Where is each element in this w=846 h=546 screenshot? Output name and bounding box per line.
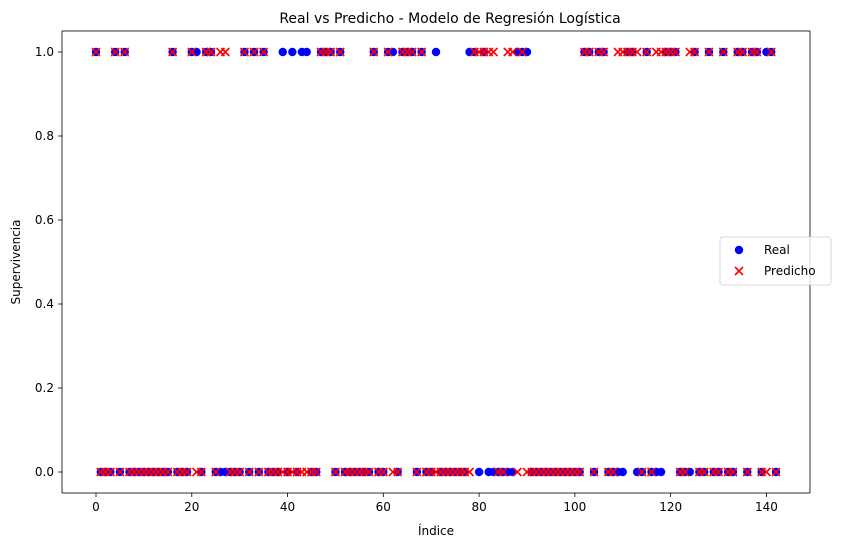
x-tick-label: 40 (280, 500, 295, 514)
point-predicho (254, 467, 264, 477)
point-predicho (259, 47, 269, 57)
point-predicho (680, 467, 690, 477)
point-predicho (690, 47, 700, 57)
x-tick-label: 100 (563, 500, 586, 514)
point-predicho (115, 467, 125, 477)
point-predicho (326, 47, 336, 57)
y-tick-label: 0.2 (35, 381, 54, 395)
point-predicho (512, 467, 522, 477)
point-predicho (235, 467, 245, 477)
point-predicho (771, 467, 781, 477)
point-real (288, 47, 297, 57)
point-real (278, 47, 287, 57)
point-predicho (211, 467, 221, 477)
x-tick-label: 0 (92, 500, 100, 514)
point-predicho (670, 47, 681, 57)
point-predicho (742, 467, 752, 477)
point-predicho (311, 467, 321, 477)
point-predicho (508, 47, 518, 57)
point-real (431, 47, 441, 57)
series-predicho (91, 47, 781, 477)
point-predicho (632, 47, 642, 57)
point-predicho (120, 47, 130, 57)
y-tick-label: 0.0 (35, 465, 54, 479)
point-predicho (608, 467, 618, 477)
x-tick-label: 20 (184, 500, 199, 514)
point-predicho (220, 47, 230, 57)
point-predicho (163, 467, 173, 477)
point-predicho (599, 47, 609, 57)
point-predicho (575, 467, 585, 477)
point-predicho (589, 467, 599, 477)
point-predicho (517, 47, 527, 57)
point-predicho (728, 467, 738, 477)
x-axis-label: Índice (418, 523, 454, 538)
point-predicho (378, 467, 388, 477)
point-predicho (417, 47, 427, 57)
point-predicho (488, 47, 499, 57)
y-tick-label: 1.0 (35, 45, 54, 59)
point-real (302, 47, 311, 57)
point-predicho (412, 467, 422, 477)
point-real (474, 467, 484, 477)
y-tick-label: 0.6 (35, 213, 54, 227)
point-predicho (110, 47, 120, 57)
x-tick-label: 140 (755, 500, 778, 514)
x-tick-label: 60 (376, 500, 391, 514)
point-predicho (637, 467, 647, 477)
point-predicho (335, 47, 345, 57)
x-tick-label: 120 (659, 500, 682, 514)
point-predicho (766, 47, 776, 57)
point-predicho (249, 47, 259, 57)
x-tick-label: 80 (471, 500, 486, 514)
legend: Real Predicho (719, 236, 832, 286)
y-tick-label: 0.8 (35, 129, 54, 143)
legend-marker-predicho (734, 266, 744, 276)
point-predicho (105, 467, 115, 477)
point-predicho (699, 467, 709, 477)
point-predicho (182, 467, 192, 477)
point-predicho (642, 47, 652, 57)
point-predicho (713, 467, 724, 477)
point-predicho (498, 467, 508, 477)
legend-label-real: Real (764, 243, 790, 257)
point-real (618, 467, 627, 477)
point-predicho (752, 47, 762, 57)
point-predicho (364, 467, 374, 477)
point-predicho (206, 47, 216, 57)
point-predicho (91, 47, 101, 57)
y-tick-label: 0.4 (35, 297, 54, 311)
point-predicho (464, 467, 475, 477)
point-predicho (761, 467, 771, 477)
x-axis: 0 20 40 60 80 100 120 140 (92, 493, 778, 514)
y-axis-label: Supervivencia (9, 220, 23, 305)
point-predicho (646, 467, 657, 477)
chart-title: Real vs Predicho - Modelo de Regresión L… (279, 11, 620, 27)
y-axis: 0.0 0.2 0.4 0.6 0.8 1.0 (35, 45, 62, 479)
point-predicho (737, 47, 748, 57)
point-predicho (369, 47, 379, 57)
point-predicho (704, 47, 714, 57)
legend-marker-real (734, 245, 744, 255)
point-predicho (584, 47, 594, 57)
point-predicho (330, 467, 341, 477)
point-predicho (168, 47, 178, 57)
point-predicho (187, 47, 197, 57)
point-predicho (244, 467, 254, 477)
legend-box (719, 236, 832, 286)
point-real (656, 467, 666, 477)
legend-label-predicho: Predicho (764, 264, 816, 278)
point-predicho (383, 47, 393, 57)
point-predicho (407, 47, 417, 57)
point-predicho (239, 47, 250, 57)
point-predicho (196, 467, 206, 477)
point-predicho (393, 467, 403, 477)
point-predicho (718, 47, 728, 57)
